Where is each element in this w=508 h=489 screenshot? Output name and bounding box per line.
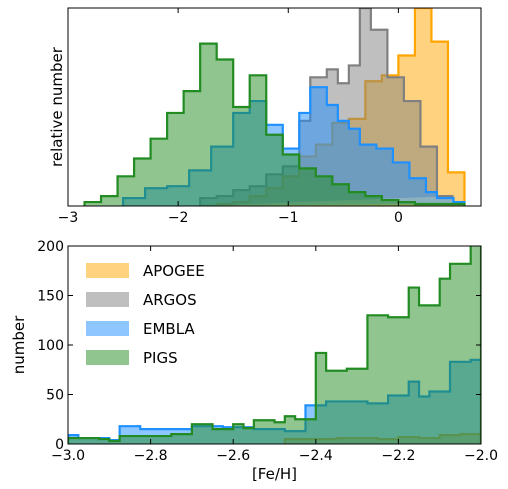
x-tick-label: −2.4	[299, 448, 333, 464]
axes-frame	[67, 7, 482, 207]
y-axis-label: relative number	[48, 46, 66, 167]
histogram-outline-pigs	[83, 42, 466, 206]
legend: APOGEE ARGOS EMBLA PIGS	[86, 262, 205, 367]
y-tick-label: 100	[37, 338, 64, 354]
legend-label-argos: ARGOS	[143, 291, 197, 309]
y-tick-label: 150	[37, 289, 64, 305]
legend-label-pigs: PIGS	[143, 349, 178, 367]
legend-label-embla: EMBLA	[143, 320, 195, 338]
histogram-outline-pigs	[68, 246, 481, 444]
y-tick-label: 0	[55, 437, 64, 453]
x-tick-label: −3	[58, 210, 79, 226]
top-histogram-panel: −3 −2 −1 0 relative number	[48, 7, 482, 226]
histogram-fill-pigs	[84, 43, 465, 206]
legend-label-apogee: APOGEE	[143, 262, 205, 280]
legend-swatch-argos	[86, 292, 129, 307]
plot-area	[83, 8, 466, 206]
x-tick-label: −3.0	[51, 448, 85, 464]
x-tick-label: −2.6	[216, 448, 250, 464]
histogram-fill-pigs	[68, 246, 481, 444]
plot-area	[68, 246, 481, 444]
x-tick-label: −2.0	[464, 448, 498, 464]
legend-swatch-apogee	[86, 263, 129, 278]
x-tick-label: −2	[168, 210, 189, 226]
x-tick-label: −2.8	[134, 448, 168, 464]
x-tick-label: −1	[278, 210, 299, 226]
x-axis-label: [Fe/H]	[252, 465, 297, 483]
y-tick-label: 200	[37, 239, 64, 255]
y-axis-label: number	[10, 315, 28, 374]
y-tick-label: 50	[46, 388, 64, 404]
x-tick-label: −2.2	[381, 448, 415, 464]
legend-swatch-pigs	[86, 350, 129, 365]
x-tick-label: 0	[394, 210, 403, 226]
legend-swatch-embla	[86, 321, 129, 336]
bottom-histogram-panel: −3.0 −2.8 −2.6 −2.4 −2.2 −2.0 0 50 100 150 200 numb…	[10, 239, 498, 483]
